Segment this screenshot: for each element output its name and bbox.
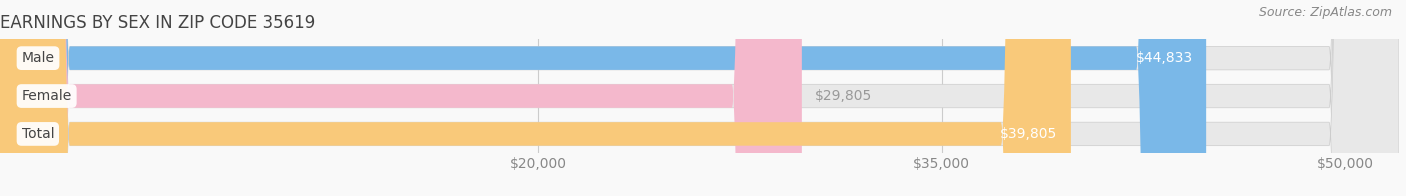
Text: Source: ZipAtlas.com: Source: ZipAtlas.com	[1258, 6, 1392, 19]
Text: $44,833: $44,833	[1136, 51, 1192, 65]
Text: $39,805: $39,805	[1000, 127, 1057, 141]
Text: Female: Female	[21, 89, 72, 103]
Text: $29,805: $29,805	[815, 89, 873, 103]
FancyBboxPatch shape	[0, 0, 801, 196]
Text: EARNINGS BY SEX IN ZIP CODE 35619: EARNINGS BY SEX IN ZIP CODE 35619	[0, 14, 315, 32]
FancyBboxPatch shape	[0, 0, 1206, 196]
Text: Total: Total	[21, 127, 55, 141]
Text: Male: Male	[21, 51, 55, 65]
FancyBboxPatch shape	[0, 0, 1071, 196]
